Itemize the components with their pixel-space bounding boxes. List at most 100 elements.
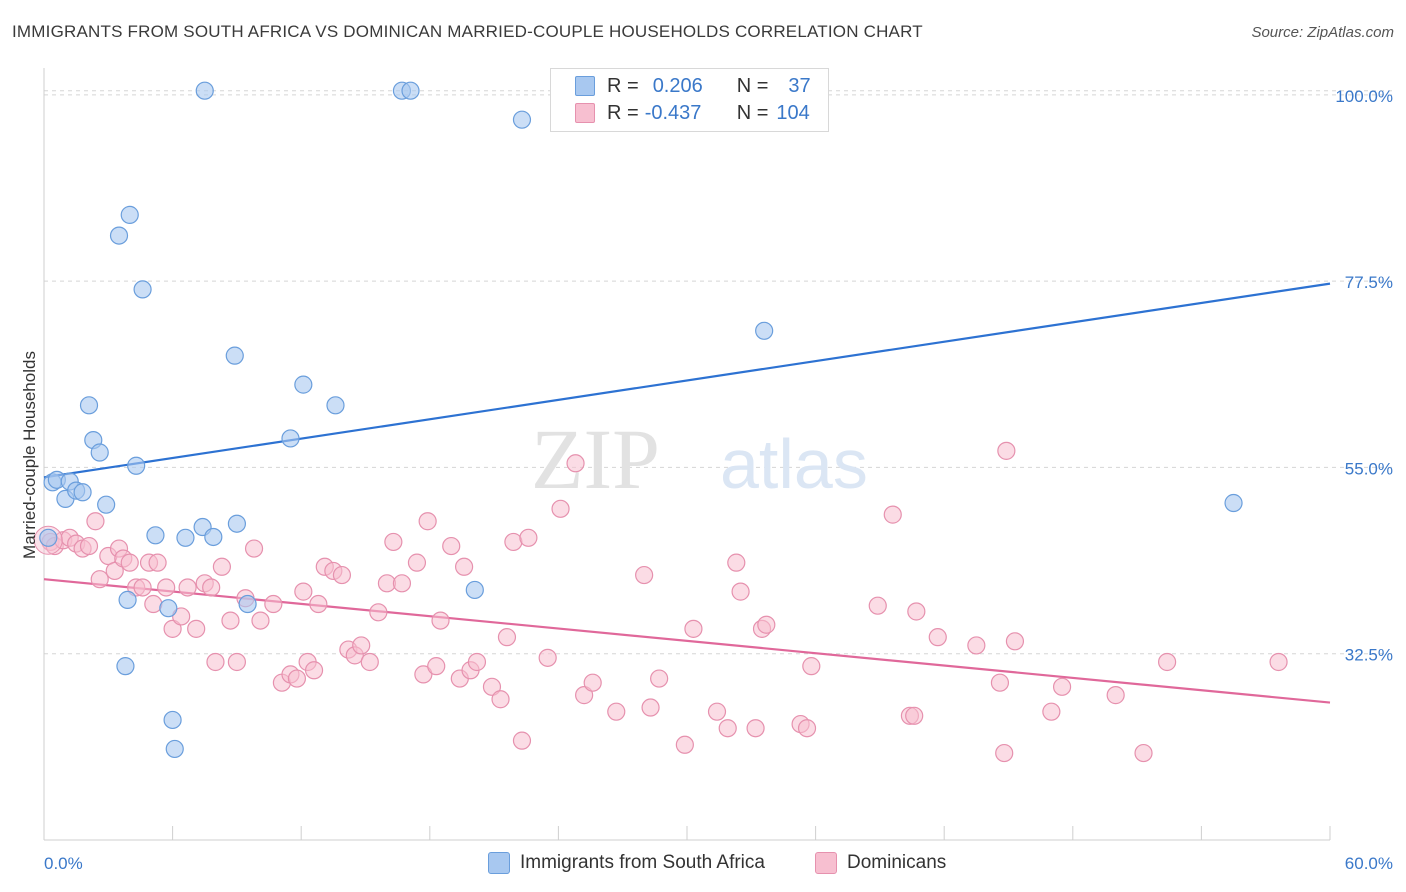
y-tick-label: 100.0%	[1335, 87, 1393, 106]
dominicans-point	[566, 454, 585, 473]
dominicans-point	[757, 615, 776, 634]
n-label: N =	[736, 101, 769, 124]
south-africa-point	[159, 599, 178, 618]
dominicans-points	[33, 441, 1288, 763]
dominicans-point	[227, 652, 246, 672]
watermark-atlas: atlas	[720, 425, 868, 503]
dominicans-point	[294, 582, 313, 601]
dominicans-point	[1042, 702, 1061, 721]
legend-label-south-africa: Immigrants from South Africa	[520, 852, 765, 873]
dominicans-point	[731, 582, 750, 601]
axis-labels: 32.5% 55.0% 77.5% 100.0% 0.0% 60.0% Married-co…	[20, 87, 1393, 873]
south-africa-point	[163, 710, 182, 730]
dominicans-point	[641, 698, 660, 717]
dominicans-point	[105, 561, 124, 581]
south-africa-point	[401, 81, 420, 100]
dominicans-point	[163, 619, 182, 638]
x-tick-label: 0.0%	[44, 854, 83, 873]
dominicans-point	[90, 570, 109, 589]
south-africa-point	[127, 456, 146, 475]
south-africa-point	[195, 81, 214, 100]
dominicans-point	[995, 743, 1014, 763]
south-africa-point	[118, 590, 137, 609]
dominicans-point	[251, 611, 270, 630]
blue-swatch	[575, 76, 595, 96]
legend-row-dominicans: R = -0.437 N = 104	[575, 101, 810, 125]
n-value: 104	[776, 101, 810, 124]
south-africa-point	[97, 495, 116, 514]
y-tick-label: 32.5%	[1345, 646, 1393, 665]
legend-item-south-africa: Immigrants from South Africa	[488, 852, 765, 874]
dominicans-point	[133, 578, 152, 597]
legend-item-dominicans: Dominicans	[815, 852, 946, 874]
y-tick-label: 77.5%	[1345, 273, 1393, 292]
dominicans-point	[497, 628, 517, 647]
dominicans-point	[369, 603, 388, 622]
south-africa-point	[39, 528, 58, 547]
dominicans-point	[120, 553, 139, 572]
south-africa-point	[109, 226, 129, 245]
south-africa-point	[326, 396, 345, 415]
dominicans-point	[431, 611, 450, 630]
axes	[43, 68, 1331, 841]
dominicans-point	[244, 539, 264, 558]
dominicans-point	[407, 553, 427, 572]
pink-swatch	[575, 103, 595, 123]
dominicans-point	[178, 578, 197, 597]
n-value: 37	[788, 74, 811, 97]
dominicans-point	[221, 611, 240, 630]
legend-label-dominicans: Dominicans	[847, 852, 947, 873]
legend-row-south-africa: R = 0.206 N = 37	[575, 74, 811, 98]
dominicans-point	[491, 690, 510, 709]
south-africa-point	[238, 594, 257, 614]
dominicans-point	[883, 505, 902, 524]
watermark-zip: ZIP	[531, 411, 660, 507]
south-africa-point	[755, 321, 774, 340]
south-africa-point	[465, 580, 484, 600]
dominicans-point	[392, 574, 412, 593]
blue-swatch	[488, 852, 510, 874]
dominicans-point	[206, 652, 225, 672]
stats-legend: R = 0.206 N = 37 R = -0.437 N = 104	[550, 68, 829, 132]
dominicans-point	[454, 557, 474, 576]
south-africa-point	[204, 527, 223, 547]
dominicans-point	[583, 673, 602, 692]
y-axis-title: Married-couple Households	[20, 351, 39, 559]
y-tick-label: 55.0%	[1345, 459, 1393, 478]
dominicans-point	[519, 528, 538, 547]
dominicans-trend-line	[43, 578, 1331, 704]
dominicans-point	[1269, 652, 1288, 672]
dominicans-point	[607, 702, 626, 721]
south-africa-trend-line	[43, 282, 1331, 479]
dominicans-point	[144, 594, 163, 614]
dominicans-point	[1106, 686, 1125, 705]
dominicans-point	[482, 677, 502, 696]
south-africa-point	[227, 514, 246, 533]
dominicans-point	[635, 565, 654, 585]
south-africa-point	[225, 346, 244, 365]
dominicans-point	[907, 602, 926, 621]
dominicans-point	[928, 628, 947, 647]
r-label: R =	[607, 101, 639, 124]
n-label: N =	[736, 74, 769, 97]
dominicans-point	[967, 636, 986, 655]
south-africa-points	[39, 81, 1243, 759]
dominicans-point	[427, 657, 446, 676]
dominicans-point	[990, 673, 1010, 692]
dominicans-point	[675, 735, 694, 754]
dominicans-point	[442, 536, 461, 556]
r-label: R =	[607, 74, 639, 97]
dominicans-point	[538, 648, 557, 667]
south-africa-point	[281, 429, 300, 448]
south-africa-point	[79, 396, 99, 415]
south-africa-point	[165, 739, 184, 759]
dominicans-point	[512, 731, 532, 750]
south-africa-point	[1224, 493, 1243, 513]
dominicans-point	[157, 578, 176, 597]
dominicans-point	[727, 553, 746, 572]
south-africa-point	[120, 205, 139, 224]
dominicans-point	[551, 499, 570, 518]
dominicans-point	[148, 553, 167, 572]
dominicans-point	[797, 719, 817, 738]
